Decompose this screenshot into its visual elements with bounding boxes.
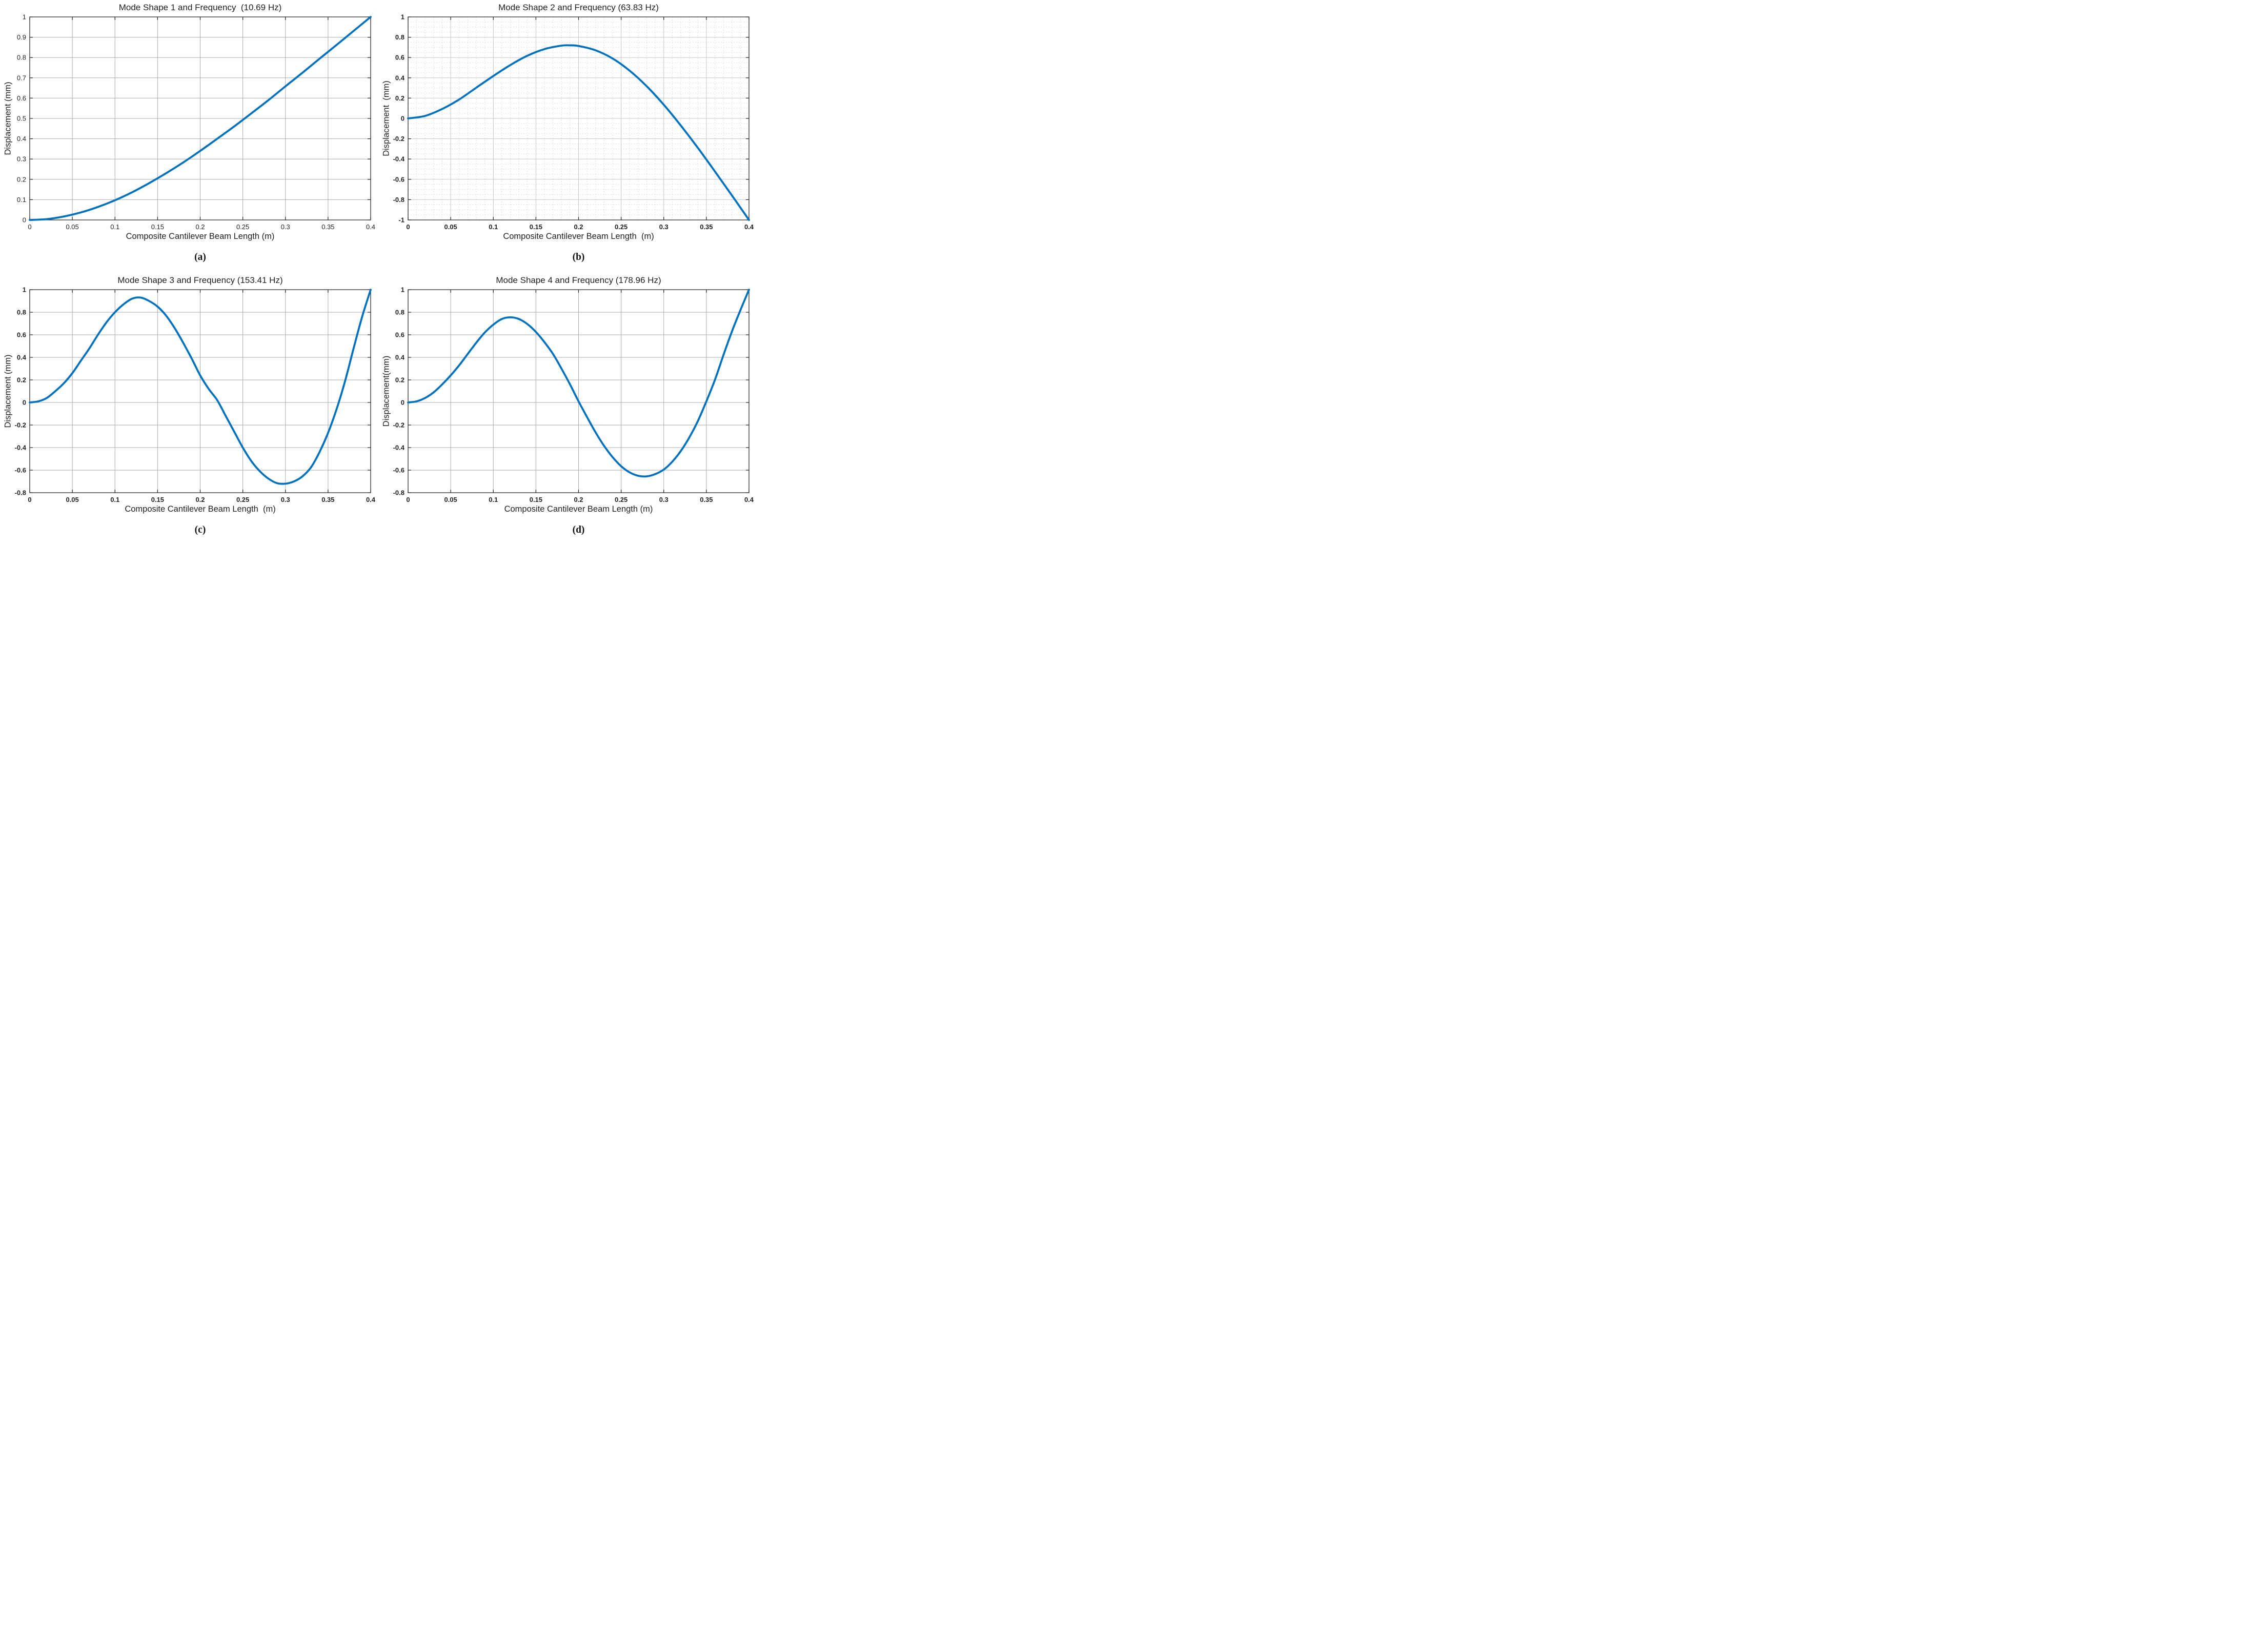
svg-text:0.3: 0.3	[659, 496, 669, 503]
svg-text:0.35: 0.35	[321, 223, 334, 231]
svg-text:0.1: 0.1	[489, 496, 498, 503]
svg-text:0.3: 0.3	[281, 223, 290, 231]
svg-text:0.25: 0.25	[236, 496, 249, 503]
chart-title-d: Mode Shape 4 and Frequency (178.96 Hz)	[496, 275, 661, 285]
svg-text:0: 0	[28, 496, 31, 503]
svg-text:0.35: 0.35	[700, 223, 713, 231]
svg-text:0.15: 0.15	[151, 223, 164, 231]
svg-text:-0.2: -0.2	[393, 135, 404, 143]
svg-text:-0.4: -0.4	[15, 444, 27, 452]
svg-text:0.2: 0.2	[195, 496, 205, 503]
svg-text:-0.8: -0.8	[393, 489, 404, 497]
subplot-a: Mode Shape 1 and Frequency (10.69 Hz) Di…	[0, 0, 378, 272]
svg-text:0.2: 0.2	[17, 376, 26, 384]
x-axis-label-c: Composite Cantilever Beam Length (m)	[125, 504, 276, 514]
svg-text:0.6: 0.6	[17, 331, 26, 339]
subplot-b: Mode Shape 2 and Frequency (63.83 Hz) Di…	[378, 0, 756, 272]
plot-area-b: 0 0.05 0.1 0.15 0.2 0.25 0.3 0.35 0.4 -1 -0.8 -0.6 -…	[393, 13, 754, 231]
svg-text:0.2: 0.2	[195, 223, 205, 231]
svg-text:0.8: 0.8	[395, 33, 404, 41]
svg-text:0.4: 0.4	[366, 223, 375, 231]
svg-text:0.2: 0.2	[574, 223, 583, 231]
x-axis-label-b: Composite Cantilever Beam Length (m)	[503, 232, 654, 241]
svg-text:-0.8: -0.8	[15, 489, 26, 497]
subplot-caption-b: (b)	[572, 252, 585, 263]
svg-text:0.4: 0.4	[17, 135, 26, 143]
x-axis-label-a: Composite Cantilever Beam Length (m)	[126, 232, 275, 241]
svg-text:-0.4: -0.4	[393, 155, 405, 163]
svg-text:0.2: 0.2	[574, 496, 583, 503]
subplot-caption-a: (a)	[194, 252, 206, 263]
svg-text:0.3: 0.3	[17, 155, 26, 163]
svg-text:0.8: 0.8	[17, 54, 26, 62]
svg-text:0.1: 0.1	[489, 223, 498, 231]
svg-text:0.8: 0.8	[17, 309, 26, 316]
svg-text:0.4: 0.4	[395, 74, 405, 82]
svg-text:0: 0	[401, 399, 404, 407]
svg-text:0.4: 0.4	[366, 496, 376, 503]
chart-title-c: Mode Shape 3 and Frequency (153.41 Hz)	[117, 275, 283, 285]
svg-text:0: 0	[23, 399, 26, 407]
svg-text:0.6: 0.6	[395, 331, 404, 339]
svg-text:0.05: 0.05	[444, 496, 457, 503]
svg-text:0.1: 0.1	[110, 223, 119, 231]
svg-text:0.4: 0.4	[17, 354, 27, 361]
svg-text:0.25: 0.25	[236, 223, 249, 231]
svg-text:-1: -1	[398, 216, 404, 224]
plot-area-d: 0 0.05 0.1 0.15 0.2 0.25 0.3 0.35 0.4 -0.8 -0.6 -0.…	[393, 286, 754, 504]
svg-text:0.2: 0.2	[395, 94, 404, 102]
svg-text:0.05: 0.05	[66, 223, 78, 231]
subplot-caption-c: (c)	[194, 524, 206, 535]
svg-text:0.15: 0.15	[530, 223, 542, 231]
svg-text:-0.6: -0.6	[393, 175, 404, 183]
svg-text:1: 1	[23, 286, 26, 294]
svg-text:0.2: 0.2	[17, 175, 26, 183]
svg-text:-0.2: -0.2	[15, 421, 26, 429]
svg-text:0.9: 0.9	[17, 33, 26, 41]
svg-text:0.7: 0.7	[17, 74, 26, 82]
svg-text:0.15: 0.15	[530, 496, 542, 503]
chart-title-b: Mode Shape 2 and Frequency (63.83 Hz)	[498, 3, 659, 12]
svg-text:0.3: 0.3	[281, 496, 290, 503]
svg-text:0: 0	[406, 223, 410, 231]
svg-text:0.25: 0.25	[615, 223, 627, 231]
plot-area-a: 0 0.05 0.1 0.15 0.2 0.25 0.3 0.35 0.4 0 0.1 0.2 0.3 0…	[17, 13, 375, 231]
svg-text:0.8: 0.8	[395, 309, 404, 316]
chart-title-a: Mode Shape 1 and Frequency (10.69 Hz)	[118, 3, 282, 12]
svg-text:0.3: 0.3	[659, 223, 669, 231]
svg-text:0.05: 0.05	[66, 496, 78, 503]
svg-text:-0.6: -0.6	[393, 467, 404, 474]
svg-text:0: 0	[401, 115, 404, 123]
svg-text:0.6: 0.6	[395, 54, 404, 62]
svg-text:0: 0	[406, 496, 410, 503]
subplot-d: Mode Shape 4 and Frequency (178.96 Hz) D…	[378, 273, 756, 545]
svg-text:0.4: 0.4	[744, 223, 754, 231]
svg-text:-0.2: -0.2	[393, 421, 404, 429]
plot-area-c: 0 0.05 0.1 0.15 0.2 0.25 0.3 0.35 0.4 -0.8 -0.6 -0.…	[15, 286, 376, 504]
svg-text:0.4: 0.4	[744, 496, 754, 503]
subplot-caption-d: (d)	[572, 524, 585, 535]
svg-text:0.35: 0.35	[321, 496, 334, 503]
svg-text:0: 0	[28, 223, 31, 231]
svg-text:0.25: 0.25	[615, 496, 627, 503]
svg-text:0.2: 0.2	[395, 376, 404, 384]
svg-text:-0.4: -0.4	[393, 444, 405, 452]
svg-text:0.1: 0.1	[17, 196, 26, 204]
svg-text:0.15: 0.15	[151, 496, 164, 503]
svg-text:0.4: 0.4	[395, 354, 405, 361]
svg-text:1: 1	[23, 13, 26, 21]
x-axis-label-d: Composite Cantilever Beam Length (m)	[504, 504, 653, 514]
svg-text:1: 1	[401, 286, 404, 294]
subplot-c: Mode Shape 3 and Frequency (153.41 Hz) D…	[0, 273, 378, 545]
svg-text:0.35: 0.35	[700, 496, 713, 503]
svg-text:-0.6: -0.6	[15, 467, 26, 474]
svg-text:0: 0	[23, 216, 26, 224]
svg-text:1: 1	[401, 13, 404, 21]
svg-text:0.05: 0.05	[444, 223, 457, 231]
mode-shapes-figure: Mode Shape 1 and Frequency (10.69 Hz) Di…	[0, 0, 756, 545]
svg-text:0.6: 0.6	[17, 94, 26, 102]
svg-text:0.5: 0.5	[17, 115, 26, 123]
svg-text:0.1: 0.1	[110, 496, 119, 503]
svg-text:-0.8: -0.8	[393, 196, 404, 204]
